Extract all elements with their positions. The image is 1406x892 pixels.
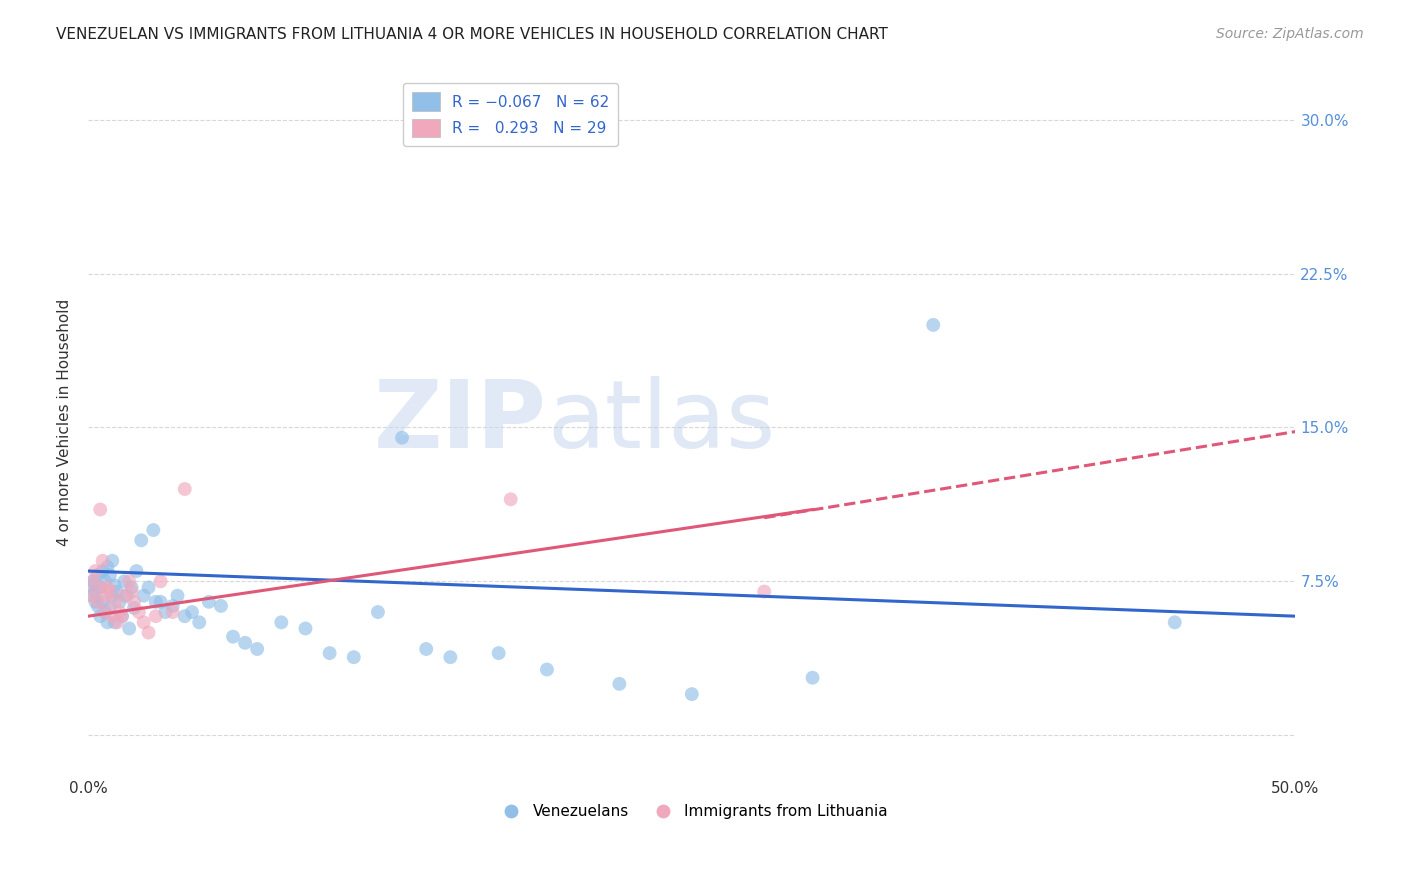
Point [488, 646, 510, 660]
Point [122, 601, 145, 615]
Legend: Venezuelans, Immigrants from Lithuania: Venezuelans, Immigrants from Lithuania [489, 798, 894, 825]
Point [343, 650, 366, 665]
Point [149, 595, 172, 609]
Point [173, 482, 195, 496]
Point [181, 605, 204, 619]
Point [94, 605, 117, 619]
Point [104, 578, 127, 592]
Point [98, 568, 121, 582]
Point [94, 589, 117, 603]
Point [84, 584, 107, 599]
Point [138, 625, 160, 640]
Point [108, 595, 131, 609]
Point [209, 599, 232, 613]
Point [367, 605, 389, 619]
Point [166, 589, 188, 603]
Point [754, 584, 776, 599]
Point [94, 574, 117, 589]
Point [132, 589, 155, 603]
Point [142, 523, 165, 537]
Point [129, 533, 152, 548]
Point [294, 622, 316, 636]
Point [801, 671, 824, 685]
Point [96, 615, 118, 630]
Point [89, 581, 111, 595]
Y-axis label: 4 or more Vehicles in Household: 4 or more Vehicles in Household [58, 299, 72, 546]
Point [145, 609, 167, 624]
Point [82, 574, 104, 589]
Text: atlas: atlas [547, 376, 775, 468]
Point [270, 615, 292, 630]
Point [108, 605, 131, 619]
Point [84, 595, 107, 609]
Point [149, 574, 172, 589]
Point [155, 605, 177, 619]
Point [121, 584, 143, 599]
Point [87, 599, 110, 613]
Point [162, 605, 184, 619]
Point [89, 609, 111, 624]
Point [104, 595, 127, 609]
Point [104, 615, 127, 630]
Point [91, 564, 114, 578]
Point [188, 615, 211, 630]
Text: ZIP: ZIP [374, 376, 547, 468]
Point [111, 609, 134, 624]
Point [118, 574, 141, 589]
Point [84, 564, 107, 578]
Point [122, 595, 145, 609]
Point [105, 584, 128, 599]
Point [101, 554, 124, 568]
Point [105, 615, 128, 630]
Point [121, 581, 143, 595]
Point [499, 492, 522, 507]
Point [96, 581, 118, 595]
Point [91, 554, 114, 568]
Point [94, 605, 117, 619]
Point [101, 589, 124, 603]
Point [222, 630, 245, 644]
Point [246, 642, 269, 657]
Point [233, 636, 256, 650]
Point [198, 595, 221, 609]
Point [536, 663, 558, 677]
Point [112, 574, 135, 589]
Point [128, 605, 150, 619]
Point [115, 589, 138, 603]
Point [82, 589, 104, 603]
Point [79, 589, 101, 603]
Point [98, 584, 121, 599]
Point [79, 578, 101, 592]
Point [125, 564, 148, 578]
Point [87, 595, 110, 609]
Point [89, 581, 111, 595]
Point [439, 650, 461, 665]
Point [391, 431, 413, 445]
Point [138, 581, 160, 595]
Point [681, 687, 703, 701]
Point [922, 318, 945, 332]
Point [318, 646, 340, 660]
Point [98, 601, 121, 615]
Point [89, 502, 111, 516]
Point [91, 595, 114, 609]
Point [101, 609, 124, 624]
Point [145, 595, 167, 609]
Point [1164, 615, 1187, 630]
Point [132, 615, 155, 630]
Point [118, 622, 141, 636]
Point [96, 560, 118, 574]
Text: VENEZUELAN VS IMMIGRANTS FROM LITHUANIA 4 OR MORE VEHICLES IN HOUSEHOLD CORRELAT: VENEZUELAN VS IMMIGRANTS FROM LITHUANIA … [56, 27, 889, 42]
Point [111, 609, 134, 624]
Point [173, 609, 195, 624]
Point [162, 599, 184, 613]
Point [112, 589, 135, 603]
Text: Source: ZipAtlas.com: Source: ZipAtlas.com [1216, 27, 1364, 41]
Point [82, 574, 104, 589]
Point [87, 568, 110, 582]
Point [415, 642, 437, 657]
Point [609, 677, 631, 691]
